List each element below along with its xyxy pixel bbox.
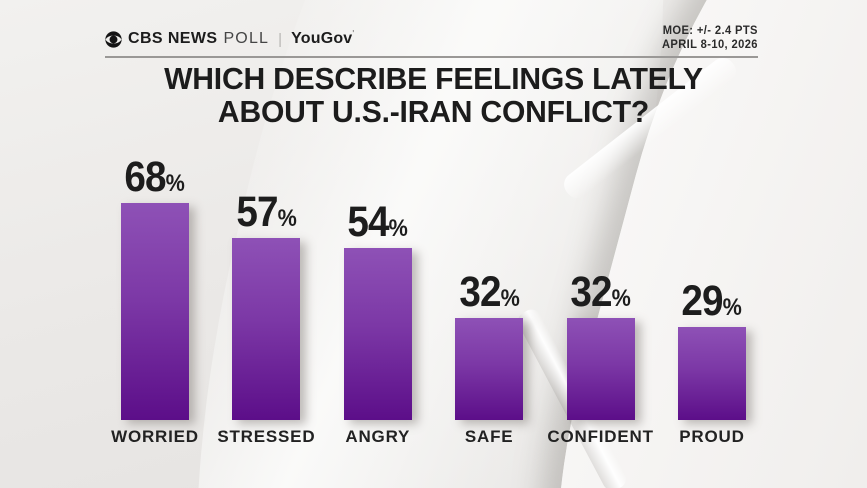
bar-proud [678, 327, 746, 420]
title-line1: WHICH DESCRIBE FEELINGS LATELY [164, 61, 703, 96]
bar-group-stressed: 57% STRESSED [206, 188, 326, 447]
bar-group-angry: 54% ANGRY [318, 198, 438, 446]
header: CBS NEWS POLL | YouGov' MOE: +/- 2.4 PTS… [105, 22, 758, 53]
bar-value-label: 32% [570, 268, 631, 316]
bar-group-safe: 32% SAFE [429, 268, 549, 446]
bar-value-label: 32% [458, 268, 520, 316]
brand-separator: | [278, 30, 283, 48]
cbs-eye-icon [105, 30, 122, 48]
bar-category-label: ANGRY [345, 427, 411, 446]
brand-lockup: CBS NEWS POLL | YouGov' [105, 30, 355, 48]
bar-category-label: SAFE [464, 427, 514, 446]
bar-category-label: CONFIDENT [547, 427, 654, 446]
bar-group-worried: 68% WORRIED [95, 153, 215, 447]
bar-stressed [232, 238, 301, 420]
page-title: WHICH DESCRIBE FEELINGS LATELY ABOUT U.S… [13, 62, 854, 128]
bar-category-label: STRESSED [217, 427, 316, 446]
bar-group-confident: 32% CONFIDENT [541, 268, 661, 447]
brand-yougov: YouGov' [291, 29, 355, 48]
moe-line2: APRIL 8-10, 2026 [662, 39, 758, 52]
moe-note: MOE: +/- 2.4 PTS APRIL 8-10, 2026 [662, 24, 758, 53]
bar-confident [566, 318, 635, 420]
bar-value-label: 68% [124, 153, 186, 201]
bar-value-label: 57% [236, 188, 297, 236]
brand-cbs-news: CBS NEWS [128, 30, 218, 47]
bar-value-label: 29% [681, 277, 743, 325]
moe-line1: MOE: +/- 2.4 PTS [662, 25, 758, 37]
title-line2: ABOUT U.S.-IRAN CONFLICT? [217, 94, 650, 129]
bar-worried [121, 203, 189, 420]
yougov-trademark: ' [352, 29, 355, 38]
bar-category-label: WORRIED [111, 427, 199, 446]
bar-group-proud: 29% PROUD [652, 277, 772, 446]
bar-angry [343, 248, 412, 420]
brand-poll: POLL [223, 30, 270, 47]
bar-value-label: 54% [347, 198, 409, 246]
header-divider [105, 56, 758, 58]
bar-safe [455, 318, 524, 420]
bar-category-label: PROUD [679, 427, 745, 446]
